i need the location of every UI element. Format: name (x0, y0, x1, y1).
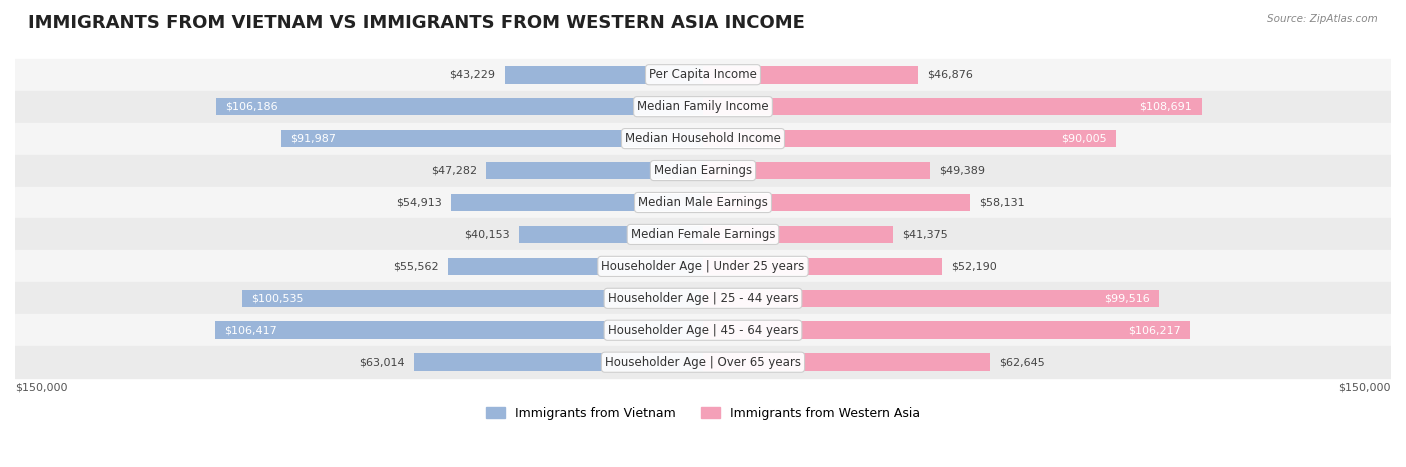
Text: $49,389: $49,389 (939, 165, 984, 176)
Bar (486, 162, 703, 179)
Text: $43,229: $43,229 (450, 70, 495, 80)
Bar (703, 98, 1202, 115)
Bar (703, 130, 1116, 148)
Text: $58,131: $58,131 (979, 198, 1025, 207)
Bar (15, 155, 1391, 186)
Text: $108,691: $108,691 (1140, 102, 1192, 112)
Bar (15, 59, 1391, 91)
Text: Householder Age | 25 - 44 years: Householder Age | 25 - 44 years (607, 292, 799, 305)
Text: $106,417: $106,417 (224, 325, 277, 335)
Text: Median Male Earnings: Median Male Earnings (638, 196, 768, 209)
Text: $90,005: $90,005 (1062, 134, 1107, 144)
Text: $47,282: $47,282 (430, 165, 477, 176)
Bar (413, 354, 703, 371)
Text: Householder Age | Under 25 years: Householder Age | Under 25 years (602, 260, 804, 273)
Text: Per Capita Income: Per Capita Income (650, 68, 756, 81)
Bar (15, 314, 1391, 346)
Text: Median Female Earnings: Median Female Earnings (631, 228, 775, 241)
Text: IMMIGRANTS FROM VIETNAM VS IMMIGRANTS FROM WESTERN ASIA INCOME: IMMIGRANTS FROM VIETNAM VS IMMIGRANTS FR… (28, 14, 806, 32)
Text: $106,186: $106,186 (225, 102, 278, 112)
Text: $106,217: $106,217 (1128, 325, 1181, 335)
Bar (242, 290, 703, 307)
Bar (281, 130, 703, 148)
Bar (703, 258, 942, 275)
Bar (703, 290, 1160, 307)
Bar (519, 226, 703, 243)
Bar (451, 194, 703, 211)
Text: Median Household Income: Median Household Income (626, 132, 780, 145)
Bar (703, 321, 1191, 339)
Text: $63,014: $63,014 (359, 357, 405, 367)
Bar (703, 66, 918, 84)
Bar (15, 186, 1391, 219)
Bar (15, 91, 1391, 123)
Text: Householder Age | 45 - 64 years: Householder Age | 45 - 64 years (607, 324, 799, 337)
Bar (505, 66, 703, 84)
Bar (15, 283, 1391, 314)
Bar (449, 258, 703, 275)
Text: $46,876: $46,876 (927, 70, 973, 80)
Bar (703, 162, 929, 179)
Text: $54,913: $54,913 (396, 198, 441, 207)
Text: $150,000: $150,000 (15, 383, 67, 393)
Bar (15, 123, 1391, 155)
Text: $41,375: $41,375 (901, 229, 948, 240)
Text: $99,516: $99,516 (1105, 293, 1150, 303)
Bar (703, 194, 970, 211)
Bar (15, 219, 1391, 250)
Text: $55,562: $55,562 (394, 262, 439, 271)
Text: Source: ZipAtlas.com: Source: ZipAtlas.com (1267, 14, 1378, 24)
Bar (15, 250, 1391, 283)
Bar (15, 346, 1391, 378)
Bar (703, 354, 990, 371)
Bar (217, 98, 703, 115)
Text: Median Earnings: Median Earnings (654, 164, 752, 177)
Bar (215, 321, 703, 339)
Text: $150,000: $150,000 (1339, 383, 1391, 393)
Bar (703, 226, 893, 243)
Text: $100,535: $100,535 (252, 293, 304, 303)
Text: Householder Age | Over 65 years: Householder Age | Over 65 years (605, 356, 801, 369)
Text: $52,190: $52,190 (952, 262, 997, 271)
Text: $62,645: $62,645 (1000, 357, 1045, 367)
Legend: Immigrants from Vietnam, Immigrants from Western Asia: Immigrants from Vietnam, Immigrants from… (481, 402, 925, 425)
Text: Median Family Income: Median Family Income (637, 100, 769, 113)
Text: $40,153: $40,153 (464, 229, 509, 240)
Text: $91,987: $91,987 (290, 134, 336, 144)
